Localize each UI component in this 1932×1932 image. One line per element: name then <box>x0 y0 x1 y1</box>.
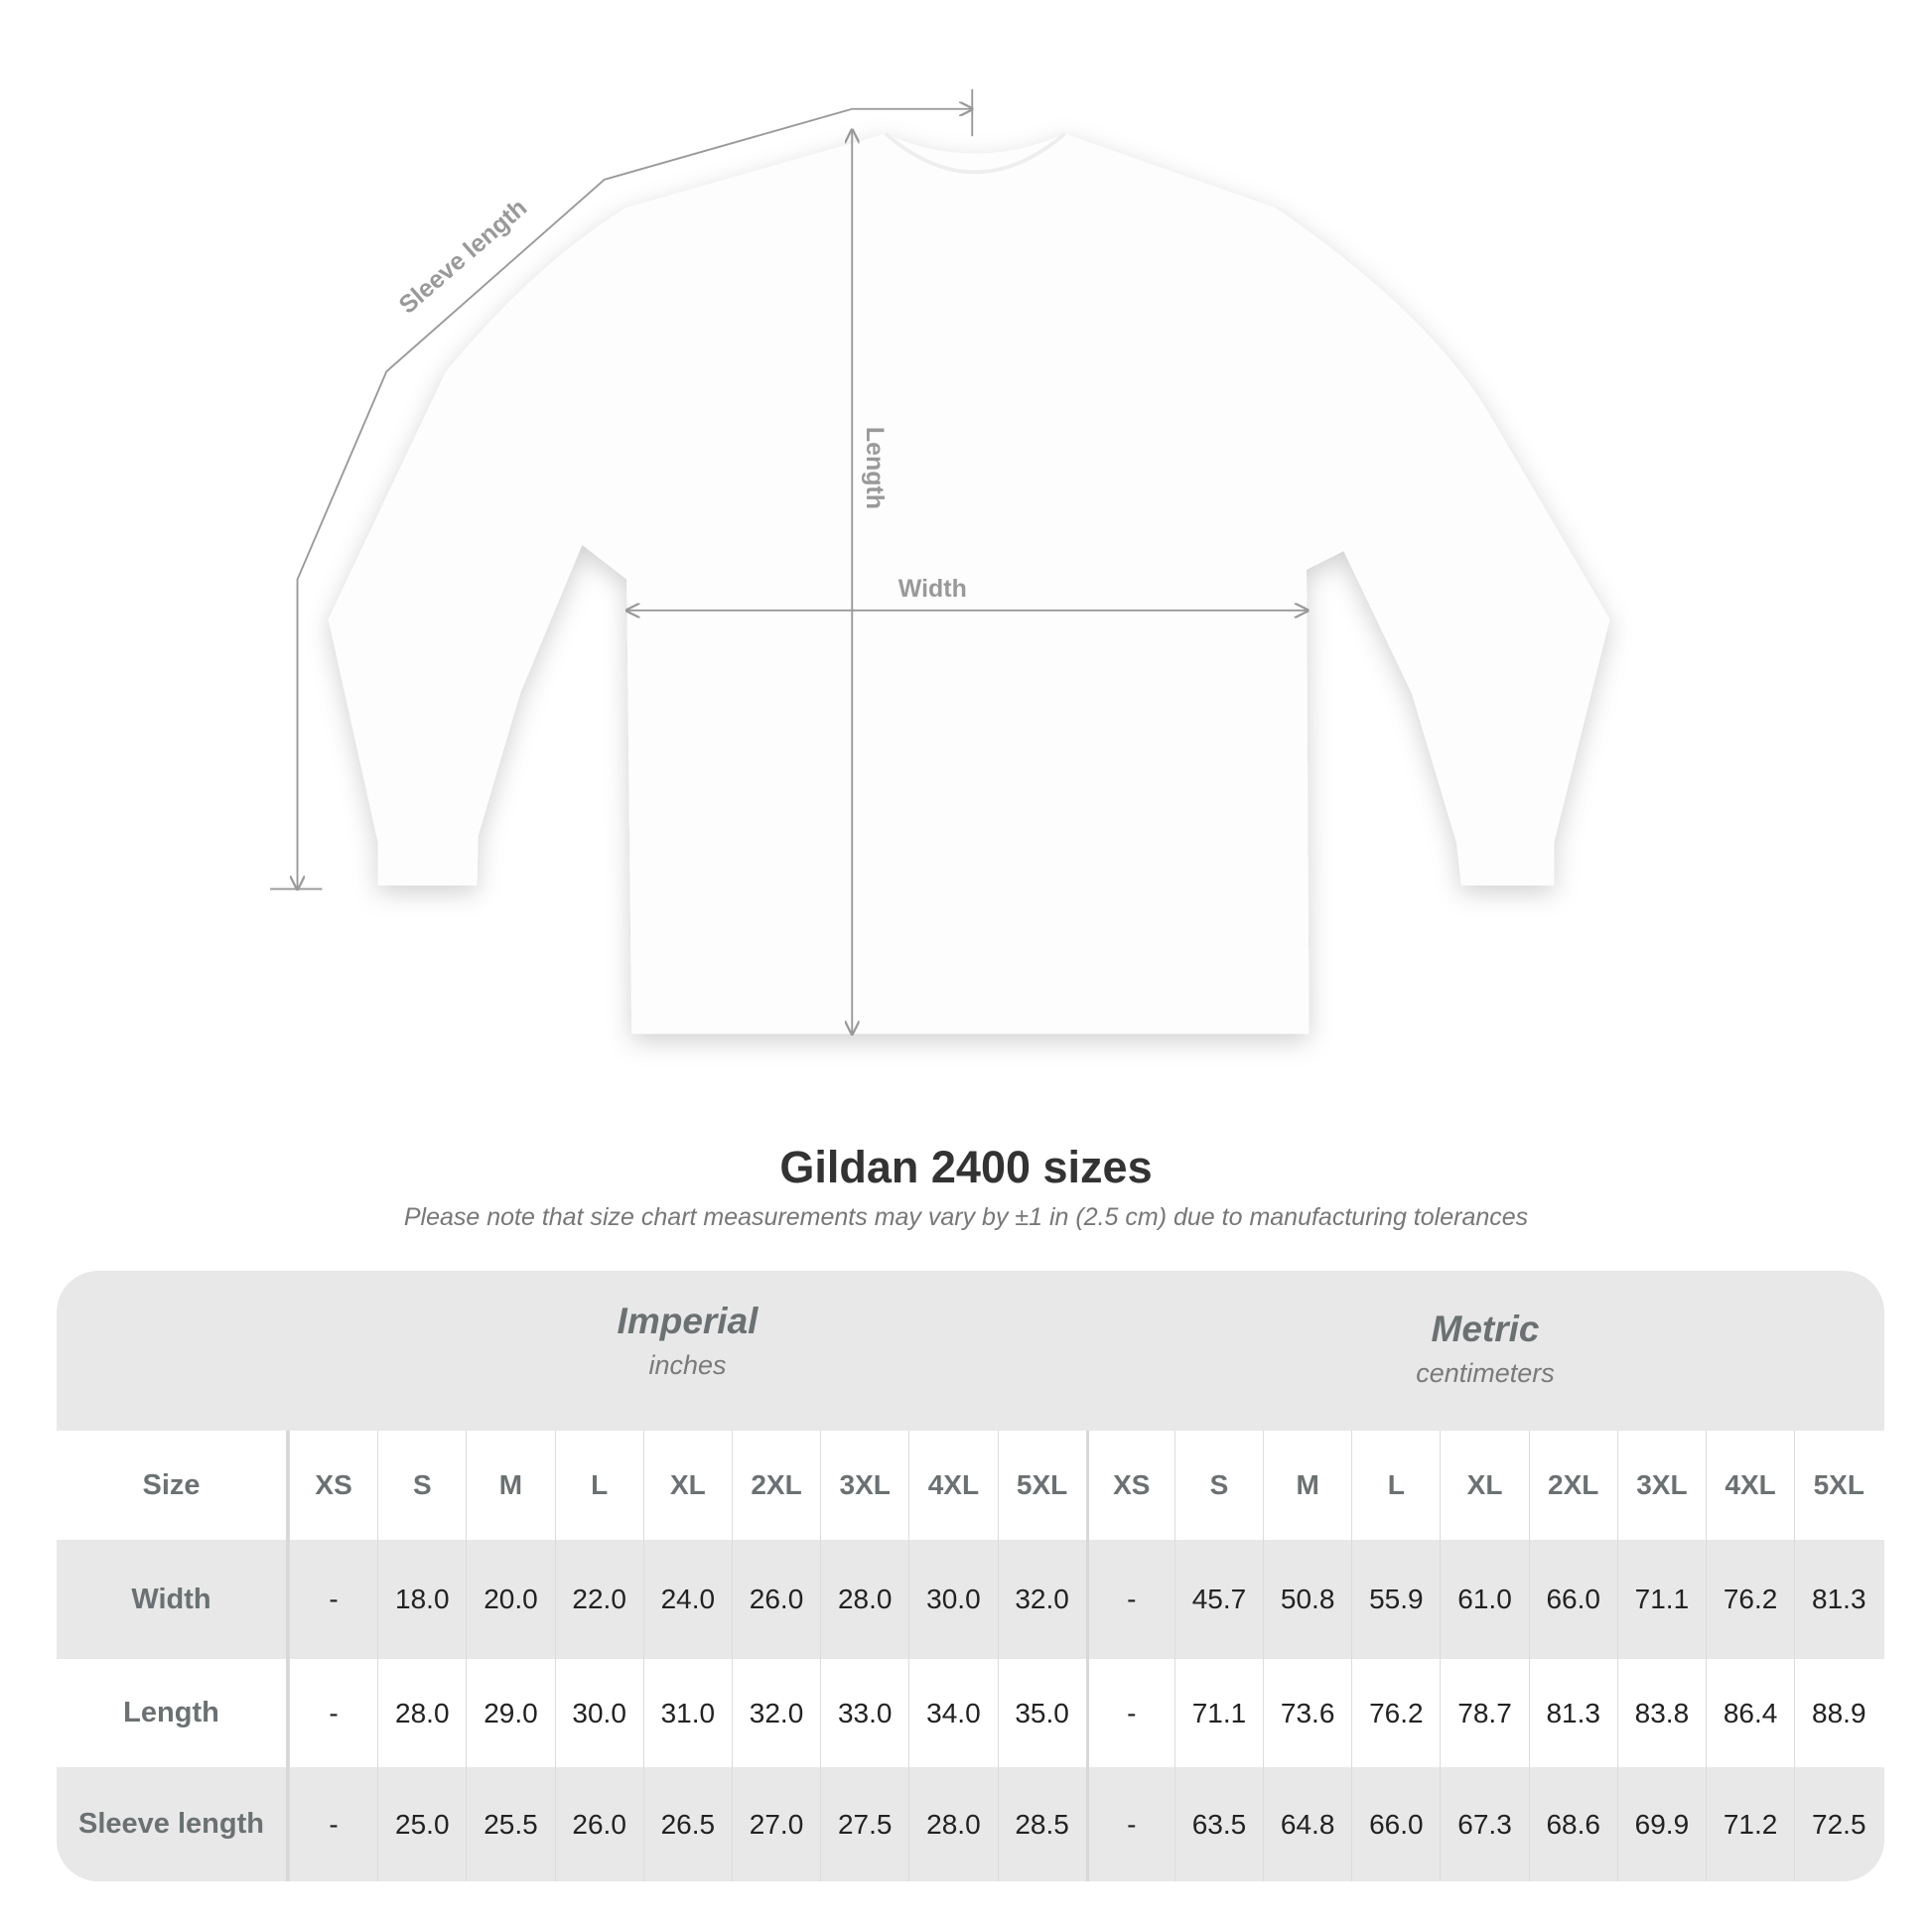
imperial-cell: 28.0 <box>908 1767 997 1881</box>
imperial-cell: M <box>466 1431 554 1540</box>
metric-cell: - <box>1085 1659 1174 1767</box>
metric-cell: 72.5 <box>1794 1767 1882 1881</box>
imperial-cell: 33.0 <box>820 1659 908 1767</box>
metric-cell: - <box>1085 1540 1174 1659</box>
imperial-unit: inches <box>648 1350 727 1380</box>
imperial-cell: 27.0 <box>731 1767 820 1881</box>
imperial-cell: 28.0 <box>377 1659 466 1767</box>
metric-cell: 63.5 <box>1173 1767 1263 1881</box>
imperial-cell: 26.5 <box>642 1767 732 1881</box>
imperial-cell: 27.5 <box>820 1767 908 1881</box>
metric-cell: 81.3 <box>1794 1540 1882 1659</box>
shirt-illustration <box>328 133 1610 1035</box>
metric-cell: - <box>1085 1767 1174 1881</box>
metric-cell: 88.9 <box>1794 1659 1882 1767</box>
row-label: Width <box>57 1540 289 1659</box>
metric-cell: 83.8 <box>1616 1659 1706 1767</box>
imperial-cell: 26.0 <box>731 1540 820 1659</box>
metric-title: Metric <box>1431 1309 1540 1349</box>
metric-cell: M <box>1263 1431 1351 1540</box>
metric-cell: 76.2 <box>1351 1659 1440 1767</box>
imperial-header: Imperial inches <box>289 1301 1086 1460</box>
imperial-cell: 35.0 <box>997 1659 1086 1767</box>
shirt-diagram: Sleeve length Length Width <box>270 88 1610 1092</box>
imperial-cell: 29.0 <box>466 1659 554 1767</box>
table-row: Sleeve length -25.0 25.5 26.0 26.5 27.0 27.5 28… <box>57 1767 1884 1881</box>
imperial-cell: 32.0 <box>731 1659 820 1767</box>
imperial-cell: - <box>289 1540 377 1659</box>
imperial-cell: 25.0 <box>377 1767 466 1881</box>
imperial-cell: 4XL <box>908 1431 997 1540</box>
metric-cell: 71.2 <box>1706 1767 1794 1881</box>
size-header-row: Size XS S M L XL 2XL 3XL 4XL 5XL XS S M L XL 2XL 3XL 4XL 5… <box>57 1431 1884 1540</box>
imperial-cell: XS <box>289 1431 377 1540</box>
metric-cell: XS <box>1085 1431 1174 1540</box>
table-row: Width -18.0 20.0 22.0 24.0 26.0 28.0 30.0 32.0-4… <box>57 1540 1884 1659</box>
metric-cell: 2XL <box>1528 1431 1617 1540</box>
tolerance-note: Please note that size chart measurements… <box>403 1203 1529 1231</box>
page-title: Gildan 2400 sizes <box>779 1142 1153 1192</box>
metric-cell: 55.9 <box>1351 1540 1440 1659</box>
metric-unit: centimeters <box>1416 1358 1555 1388</box>
row-label: Length <box>57 1659 289 1767</box>
metric-cell: 68.6 <box>1528 1767 1617 1881</box>
width-label: Width <box>898 575 967 603</box>
metric-header: Metric centimeters <box>1086 1309 1884 1468</box>
imperial-cell: L <box>554 1431 643 1540</box>
imperial-cell: XL <box>642 1431 732 1540</box>
metric-cell: 78.7 <box>1440 1659 1528 1767</box>
metric-cell: 5XL <box>1794 1431 1882 1540</box>
metric-cell: 69.9 <box>1616 1767 1706 1881</box>
metric-cell: 45.7 <box>1173 1540 1263 1659</box>
imperial-title: Imperial <box>617 1301 759 1341</box>
imperial-cell: - <box>289 1767 377 1881</box>
imperial-cell: 3XL <box>820 1431 908 1540</box>
metric-cell: 64.8 <box>1263 1767 1351 1881</box>
metric-cell: 86.4 <box>1706 1659 1794 1767</box>
metric-cell: 73.6 <box>1263 1659 1351 1767</box>
table-row: Length -28.0 29.0 30.0 31.0 32.0 33.0 34.0 35.0-… <box>57 1659 1884 1767</box>
imperial-cell: 24.0 <box>642 1540 732 1659</box>
metric-cell: 71.1 <box>1173 1659 1263 1767</box>
imperial-cell: 28.5 <box>997 1767 1086 1881</box>
imperial-cell: 20.0 <box>466 1540 554 1659</box>
sleeve-measure-line <box>270 88 972 890</box>
metric-cell: 4XL <box>1706 1431 1794 1540</box>
imperial-cell: 22.0 <box>554 1540 643 1659</box>
row-label: Size <box>57 1431 289 1540</box>
imperial-cell: 30.0 <box>554 1659 643 1767</box>
metric-cell: 71.1 <box>1616 1540 1706 1659</box>
imperial-cell: 18.0 <box>377 1540 466 1659</box>
imperial-cell: 5XL <box>997 1431 1086 1540</box>
length-label: Length <box>861 427 889 509</box>
imperial-cell: 32.0 <box>997 1540 1086 1659</box>
metric-cell: 66.0 <box>1351 1767 1440 1881</box>
imperial-cell: 26.0 <box>554 1767 643 1881</box>
metric-cell: 76.2 <box>1706 1540 1794 1659</box>
imperial-cell: 28.0 <box>820 1540 908 1659</box>
metric-cell: S <box>1173 1431 1263 1540</box>
imperial-cell: S <box>377 1431 466 1540</box>
imperial-cell: - <box>289 1659 377 1767</box>
metric-cell: 81.3 <box>1528 1659 1617 1767</box>
row-label: Sleeve length <box>57 1767 289 1881</box>
imperial-cell: 25.5 <box>466 1767 554 1881</box>
metric-cell: 66.0 <box>1528 1540 1617 1659</box>
imperial-cell: 30.0 <box>908 1540 997 1659</box>
metric-cell: XL <box>1440 1431 1528 1540</box>
imperial-cell: 34.0 <box>908 1659 997 1767</box>
imperial-cell: 31.0 <box>642 1659 732 1767</box>
metric-cell: 50.8 <box>1263 1540 1351 1659</box>
metric-cell: 3XL <box>1616 1431 1706 1540</box>
metric-cell: 67.3 <box>1440 1767 1528 1881</box>
metric-cell: L <box>1351 1431 1440 1540</box>
size-table: Imperial inches Metric centimeters Size X… <box>57 1271 1884 1881</box>
metric-cell: 61.0 <box>1440 1540 1528 1659</box>
imperial-cell: 2XL <box>731 1431 820 1540</box>
